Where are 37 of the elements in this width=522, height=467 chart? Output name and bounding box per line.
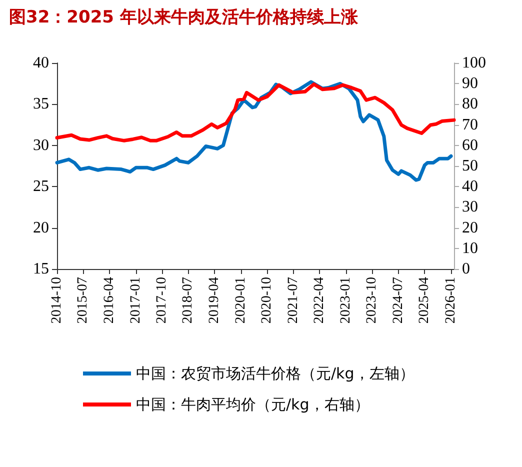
line-series bbox=[55, 82, 456, 142]
x-tick-label: 2023-10 bbox=[364, 277, 380, 324]
x-tick-label: 2015-07 bbox=[76, 277, 91, 324]
y-tick-label: 25 bbox=[33, 178, 49, 196]
x-tick-label: 2025-04 bbox=[417, 277, 432, 324]
x-tick-label: 2017-10 bbox=[154, 277, 170, 324]
y2-tick-label: 60 bbox=[462, 136, 478, 154]
x-tick-label: 2022-04 bbox=[312, 277, 328, 324]
x-tick-label: 2020-01 bbox=[233, 277, 248, 324]
y-tick-label: 35 bbox=[33, 96, 49, 113]
y2-tick-label: 70 bbox=[462, 116, 478, 134]
y2-tick-label: 10 bbox=[462, 240, 478, 257]
y2-tick-label: 0 bbox=[462, 260, 470, 278]
legend-label: 中国：牛肉平均价（元/kg，右轴） bbox=[136, 396, 370, 414]
x-tick-label: 2019-04 bbox=[207, 277, 222, 324]
y2-tick-label: 90 bbox=[462, 75, 478, 92]
y2-tick-label: 50 bbox=[462, 158, 478, 174]
y-tick-label: 40 bbox=[33, 54, 49, 72]
x-tick-label: 2021-07 bbox=[286, 277, 301, 324]
y2-tick-label: 30 bbox=[462, 198, 478, 216]
x-tick-label: 2024-07 bbox=[390, 277, 406, 324]
x-tick-label: 2017-01 bbox=[128, 277, 144, 324]
y-tick-label: 15 bbox=[33, 260, 49, 278]
y-tick-label: 30 bbox=[33, 136, 49, 154]
x-tick-label: 2023-01 bbox=[338, 277, 354, 324]
y2-tick-label: 40 bbox=[462, 178, 478, 196]
legend-label: 中国：农贸市场活牛价格（元/kg，左轴） bbox=[136, 364, 414, 382]
x-tick-label: 2016-04 bbox=[102, 277, 118, 324]
y2-tick-label: 20 bbox=[462, 219, 478, 236]
x-tick-label: 2018-07 bbox=[180, 277, 196, 324]
y2-tick-label: 100 bbox=[462, 54, 486, 72]
x-tick-label: 2020-10 bbox=[260, 277, 275, 324]
y2-tick-label: 80 bbox=[462, 96, 478, 113]
x-tick-label: 2014-10 bbox=[50, 277, 64, 324]
chart-title: 图32：2025 年以来牛肉及活牛价格持续上涨 bbox=[9, 8, 359, 28]
y-tick-label: 20 bbox=[33, 219, 49, 236]
x-tick-label: 2026-01 bbox=[444, 277, 459, 324]
